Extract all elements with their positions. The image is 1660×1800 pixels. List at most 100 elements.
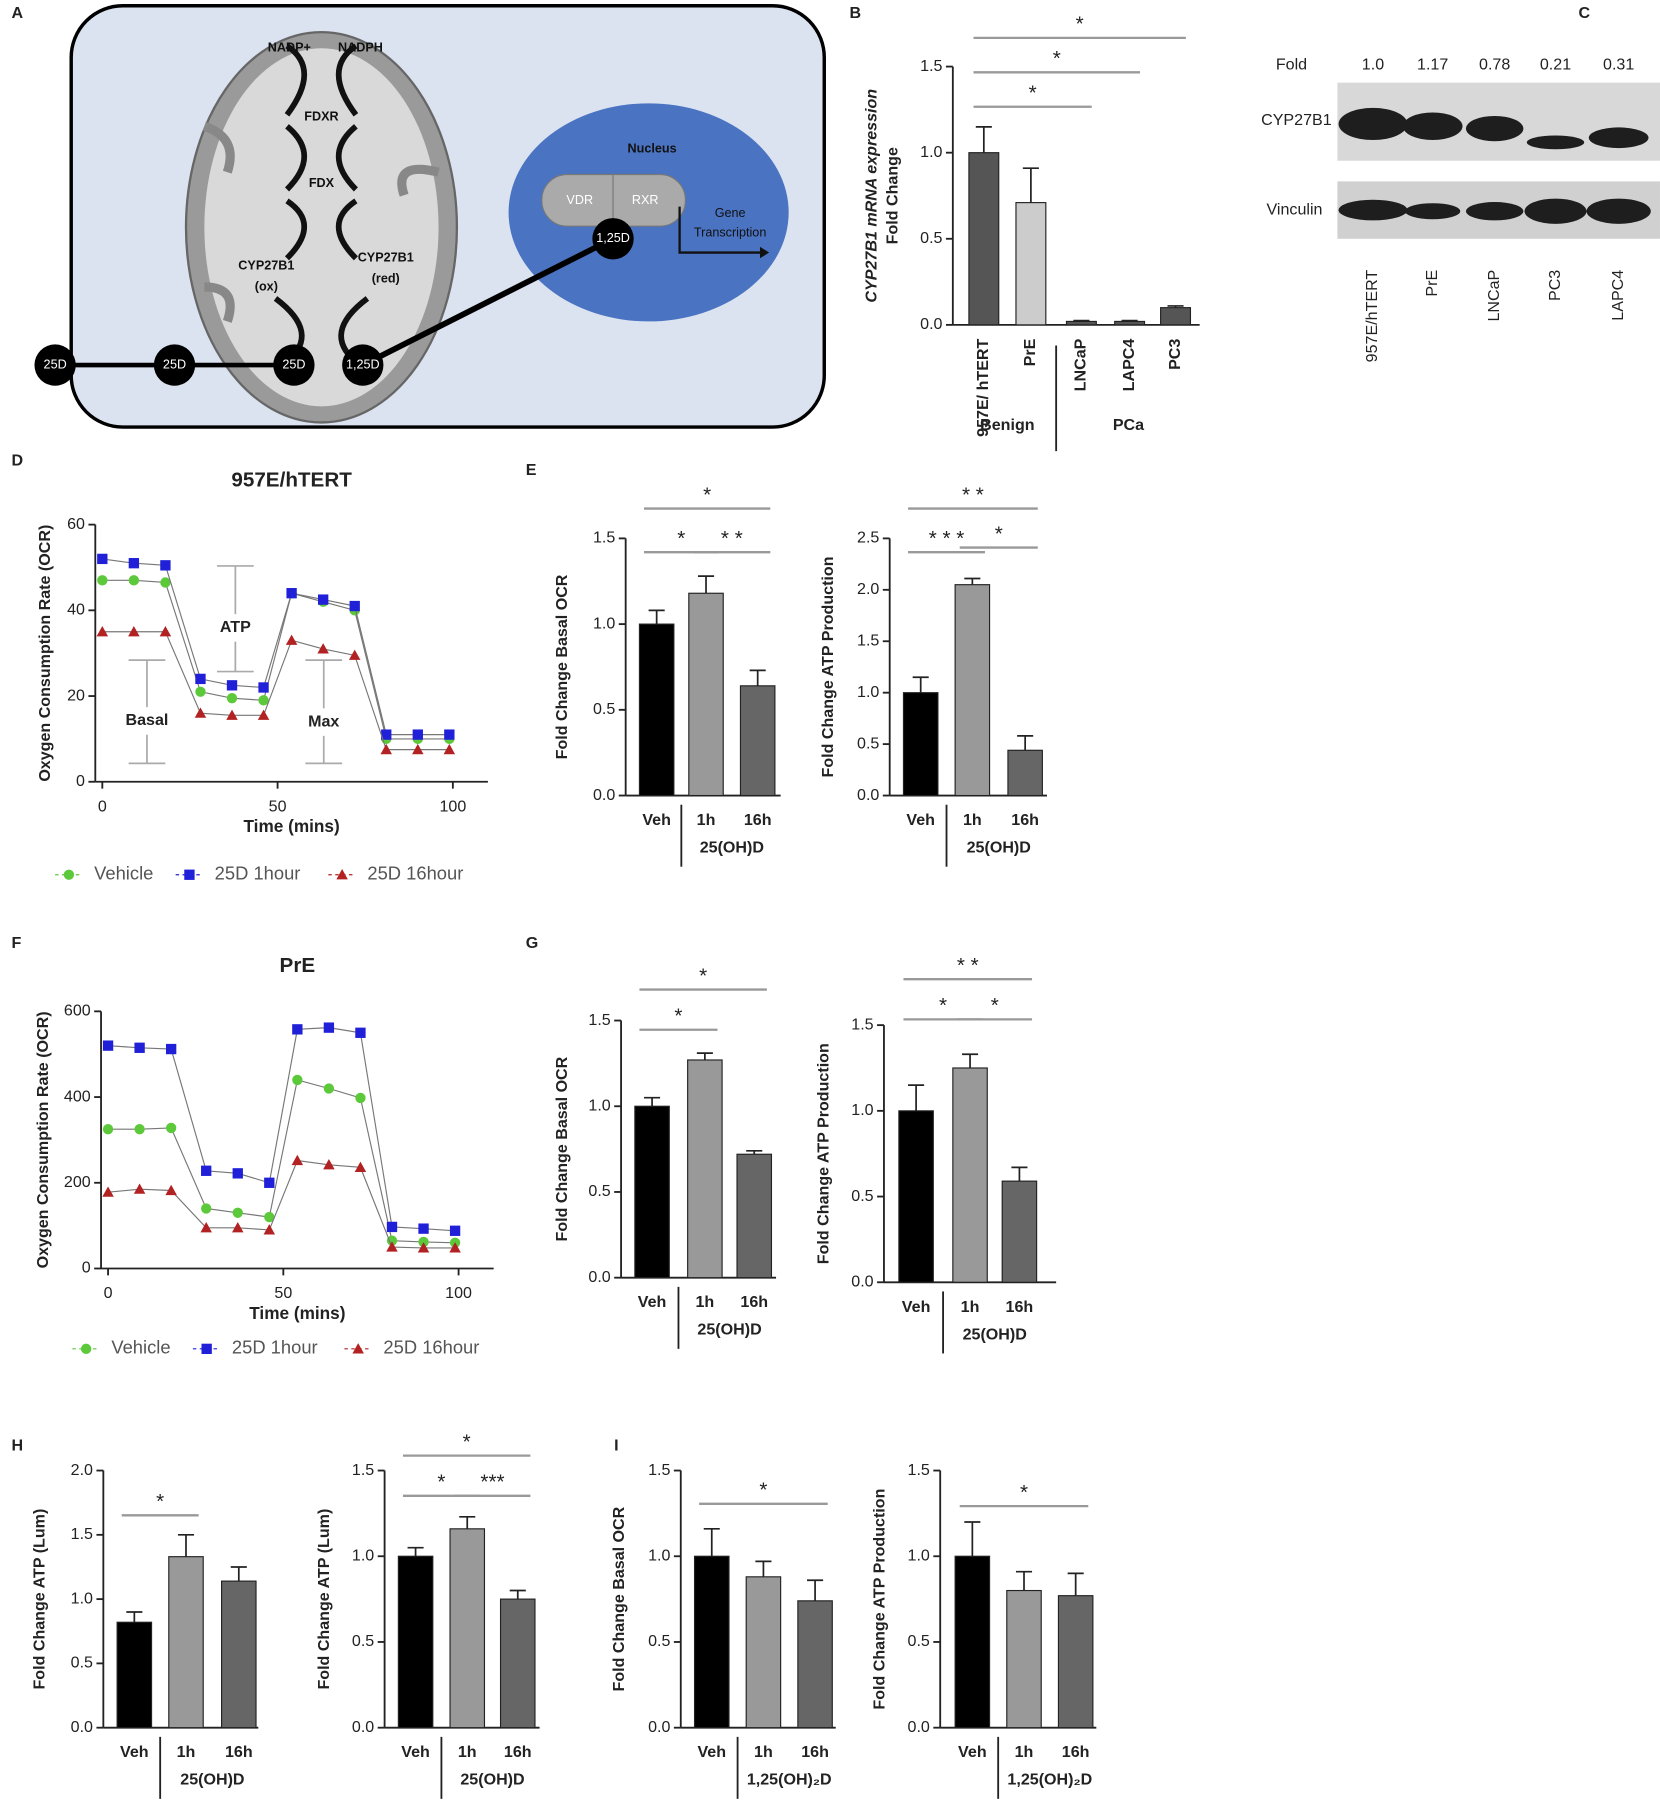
marker — [292, 1024, 303, 1035]
y-tick-label: 1.0 — [851, 1101, 873, 1119]
bar — [687, 1059, 723, 1279]
marker — [386, 1221, 398, 1233]
y-tick-label: 1.0 — [920, 143, 942, 161]
x-tick-label: 1h — [695, 1293, 714, 1311]
label: FDXR — [304, 109, 338, 123]
y-tick-label: 2.0 — [857, 580, 879, 598]
row-label: Vinculin — [1267, 200, 1323, 218]
x-tick-label: 100 — [439, 797, 466, 815]
x-tick-label: 0 — [98, 797, 107, 815]
y-tick-label: 0.5 — [857, 734, 879, 752]
y-tick-label: 1.5 — [593, 529, 615, 547]
y-tick-label: 1.5 — [588, 1011, 610, 1029]
series-line — [102, 631, 450, 751]
x-tick-label: PrE — [1021, 338, 1039, 366]
panel-label: I — [614, 1437, 618, 1455]
significance-label: * — [1076, 13, 1084, 36]
group-label: 1,25(OH)₂D — [747, 1771, 832, 1789]
y-tick-label: 1.0 — [857, 683, 879, 701]
y-axis-label: CYP27B1 mRNA expression — [863, 89, 881, 303]
marker — [194, 707, 207, 718]
marker — [352, 1343, 364, 1354]
marker — [348, 649, 361, 660]
label: 25D — [163, 357, 186, 371]
y-tick-label: 0.0 — [857, 786, 879, 804]
marker — [184, 869, 195, 880]
x-tick-label: 50 — [269, 797, 287, 815]
marker — [165, 1043, 177, 1055]
y-tick-label: 0.5 — [588, 1182, 610, 1200]
x-tick-label: PC3 — [1166, 339, 1184, 370]
fold-value: 0.31 — [1603, 56, 1634, 74]
label: VDR — [566, 193, 593, 207]
label: Fold — [1276, 56, 1307, 74]
marker — [102, 1124, 114, 1135]
marker — [292, 1074, 303, 1086]
group-label: 25(OH)D — [180, 1771, 244, 1789]
ligand — [592, 218, 634, 260]
y-tick-label: 1.0 — [908, 1547, 930, 1565]
label: RXR — [632, 193, 659, 207]
legend-label: 25D 16hour — [383, 1337, 479, 1358]
marker — [128, 558, 140, 569]
marker — [165, 1184, 177, 1196]
bar — [954, 1555, 991, 1729]
label: Nucleus — [628, 142, 677, 156]
x-tick-label: 1h — [458, 1743, 477, 1761]
marker — [317, 594, 329, 605]
x-tick-label: Veh — [638, 1293, 667, 1311]
marker — [201, 1203, 212, 1214]
bar — [1065, 320, 1097, 326]
y-axis-label: Oxygen Consumption Rate (OCR) — [34, 1011, 52, 1268]
bar — [739, 685, 776, 797]
x-tick-label: Veh — [120, 1743, 149, 1761]
marker — [128, 575, 140, 586]
marker — [80, 1343, 92, 1355]
significance-label: * — [156, 1490, 164, 1513]
significance-label: * * — [957, 954, 979, 977]
label: NADP+ — [268, 41, 311, 55]
y-tick-label: 1.0 — [352, 1547, 374, 1565]
label: 25D — [282, 357, 305, 371]
chart-title: 957E/hTERT — [231, 468, 352, 491]
marker — [323, 1022, 335, 1033]
group-label: 25(OH)D — [700, 839, 764, 857]
marker — [232, 1207, 243, 1218]
series-line — [108, 1027, 456, 1232]
significance-label: *** — [480, 1471, 504, 1494]
arrow — [678, 206, 760, 254]
marker — [96, 626, 109, 637]
y-tick-label: 40 — [67, 601, 85, 619]
y-tick-label: 0.5 — [920, 229, 942, 247]
marker — [226, 693, 238, 704]
marker — [417, 1242, 430, 1253]
x-tick-label: LAPC4 — [1120, 339, 1138, 392]
label: Transcription — [694, 225, 766, 239]
y-tick-label: 0.0 — [648, 1718, 670, 1736]
redox-arrows — [273, 43, 370, 364]
x-tick-label: 16h — [225, 1743, 253, 1761]
marker — [258, 695, 269, 706]
bar — [688, 592, 724, 797]
marker — [444, 729, 455, 740]
y-tick-label: 1.5 — [920, 57, 942, 75]
marker — [386, 1241, 398, 1252]
significance-label: * — [939, 994, 947, 1017]
x-axis-label: Time (mins) — [243, 816, 339, 836]
group-label: PCa — [1113, 416, 1145, 434]
y-tick-label: 1.5 — [908, 1461, 930, 1479]
x-tick-label: 1h — [963, 811, 982, 829]
marker — [160, 577, 171, 588]
label: Gene — [715, 206, 746, 220]
x-tick-label: 16h — [1062, 1743, 1090, 1761]
panel-label: D — [12, 452, 24, 470]
y-tick-label: 600 — [64, 1002, 91, 1020]
x-tick-label: 100 — [445, 1284, 472, 1302]
marker — [195, 686, 206, 697]
bar — [116, 1621, 153, 1729]
marker — [134, 1042, 145, 1053]
y-tick-label: 0.0 — [908, 1718, 930, 1736]
molecule — [342, 344, 384, 386]
arrowhead — [759, 246, 770, 259]
lane-label: 957E/hTERT — [1363, 270, 1381, 363]
